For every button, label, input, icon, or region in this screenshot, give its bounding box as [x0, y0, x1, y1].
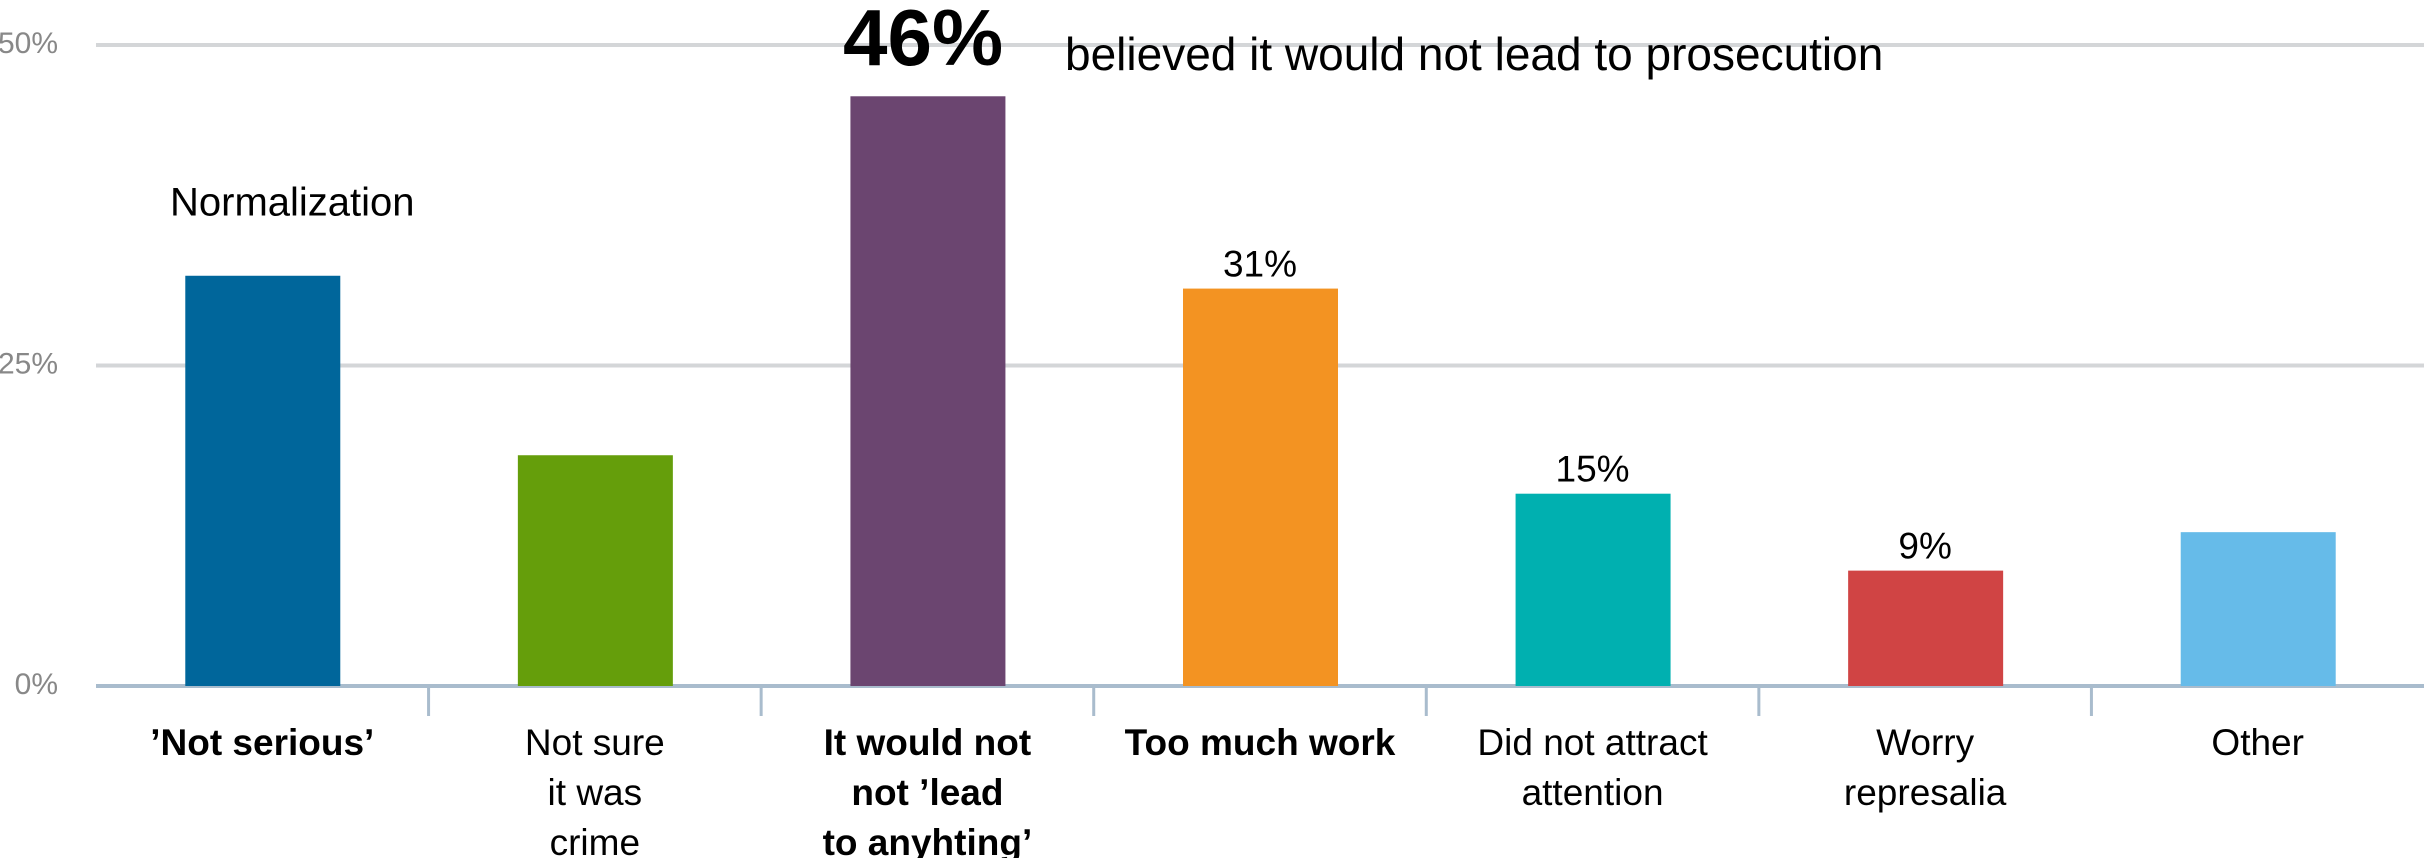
value-label: 15%: [1556, 448, 1630, 489]
y-tick-label: 25%: [0, 347, 58, 380]
value-label: 46%: [843, 0, 1003, 82]
y-tick-label: 0%: [15, 668, 58, 701]
x-tick-label: Other: [2211, 722, 2304, 763]
annotation: believed it would not lead to prosecutio…: [1065, 28, 1883, 80]
y-tick-label: 50%: [0, 27, 58, 60]
bar: [1515, 493, 1671, 686]
bar: [1848, 570, 2004, 686]
x-tick-label: Did not attract attention: [1477, 722, 1708, 813]
bar: [517, 455, 673, 686]
value-label: 9%: [1898, 525, 1951, 566]
x-tick-label: Too much work: [1124, 722, 1396, 763]
annotation: Normalization: [170, 181, 415, 225]
x-tick-label: Worry represalia: [1843, 722, 2007, 813]
x-tick-label: Not sure it was crime: [524, 722, 665, 858]
value-label: 31%: [1223, 243, 1297, 284]
bar: [1183, 288, 1338, 686]
bar: [850, 96, 1006, 686]
bar: [2180, 532, 2336, 686]
x-tick-label: It would not not ’lead to anyhting’: [822, 722, 1033, 858]
x-tick-label: ’Not serious’: [150, 722, 375, 763]
bar: [185, 275, 341, 686]
